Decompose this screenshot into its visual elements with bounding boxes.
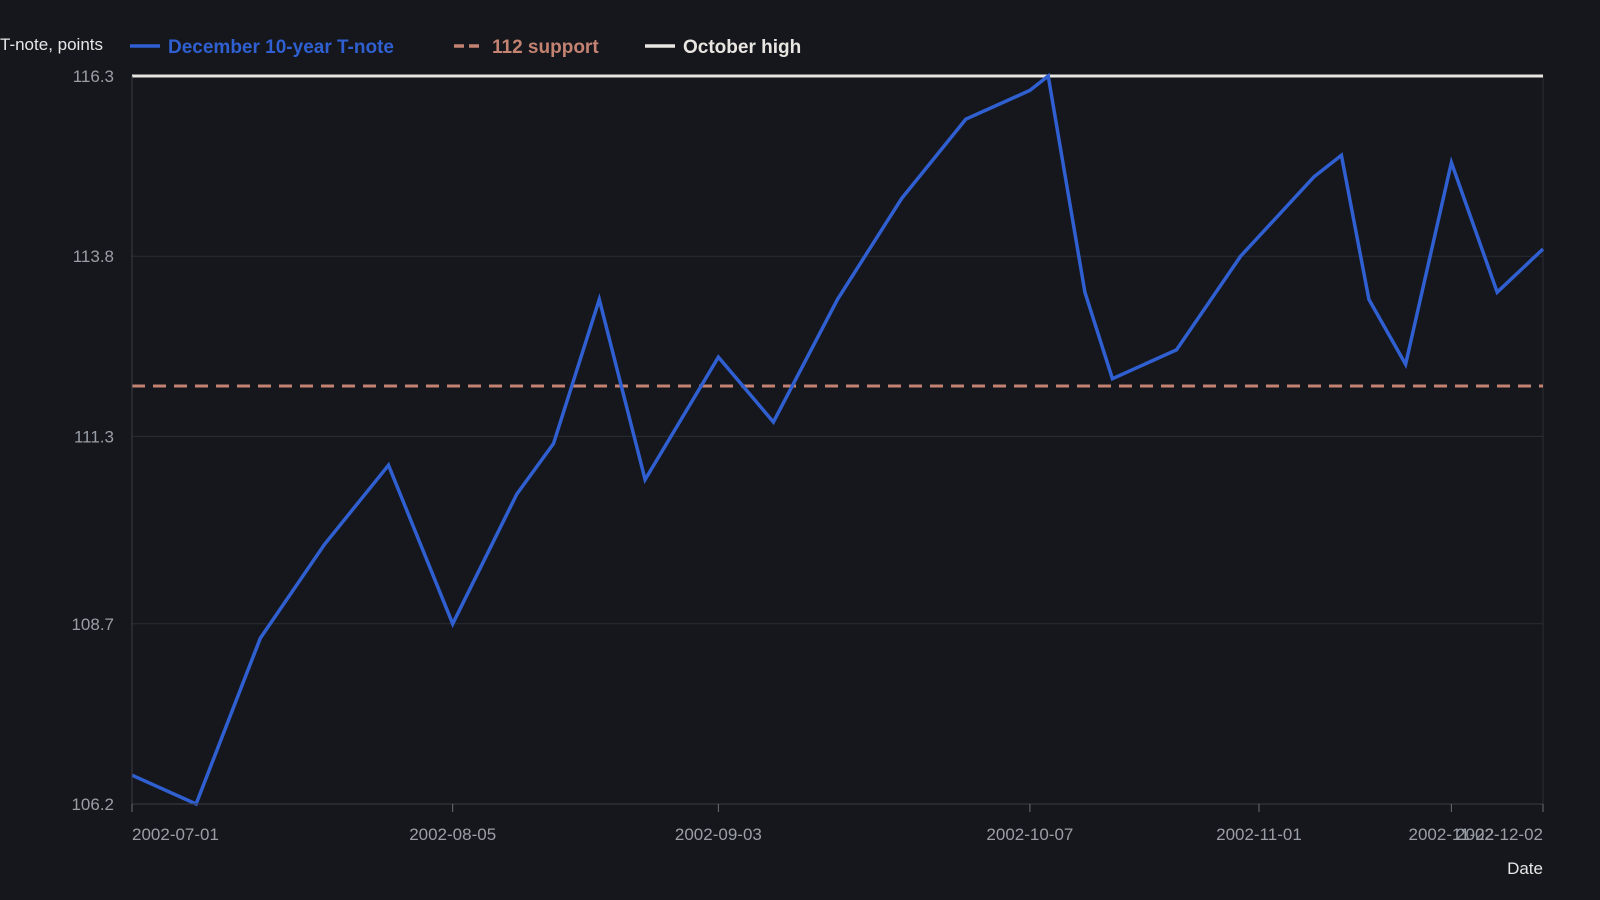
grid-lines — [132, 75, 1544, 805]
y-tick-label: 113.8 — [73, 247, 114, 266]
x-tick-label: 2002-09-03 — [675, 825, 762, 844]
y-tick-label: 116.3 — [73, 67, 114, 86]
series-lines — [131, 72, 1545, 807]
y-tick-label: 106.2 — [71, 795, 114, 814]
x-tick-label: 2002-07-01 — [132, 825, 219, 844]
legend-label: 112 support — [492, 37, 599, 58]
y-tick-label: 111.3 — [74, 427, 114, 446]
x-axis-title: Date — [1507, 859, 1543, 878]
x-tick-label: 2002-10-07 — [986, 825, 1073, 844]
series-line-0 — [131, 72, 1545, 807]
legend: December 10-year T-note 112 support Octobe… — [130, 37, 801, 58]
reference-lines — [132, 74, 1543, 388]
x-tick-label: 2002-08-05 — [409, 825, 496, 844]
y-axis-title: T-note, points — [0, 35, 103, 54]
x-tick-label: 2002-12-02 — [1456, 825, 1543, 844]
x-tick-label: 2002-11-01 — [1216, 825, 1302, 844]
legend-label: October high — [683, 37, 801, 58]
legend-label: December 10-year T-note — [168, 37, 394, 58]
x-tick-label: 2002-11-22 — [1409, 825, 1495, 844]
axes: 116.3 113.8 111.3 108.7 106.2 2002-07-01 2002-… — [71, 67, 1544, 844]
y-tick-label: 108.7 — [71, 615, 114, 634]
